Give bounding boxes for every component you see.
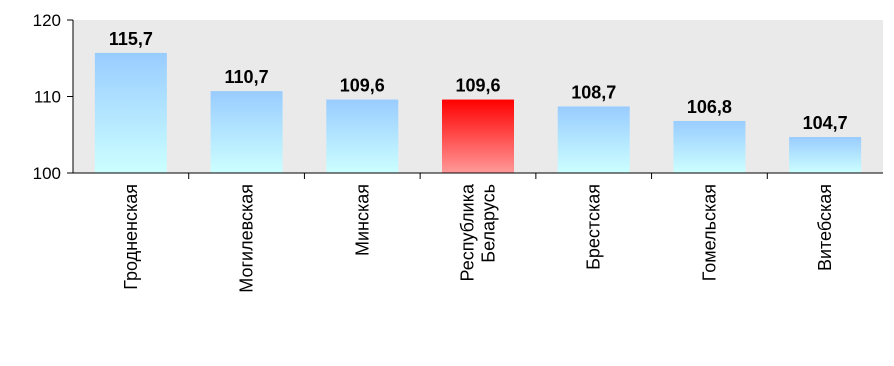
bar — [94, 52, 167, 173]
data-label: 110,7 — [225, 67, 269, 87]
x-tick-label: Брестская — [584, 184, 604, 270]
bar — [789, 137, 862, 173]
x-tick-label-line: Гомельская — [699, 184, 719, 281]
x-tick-label-line: Витебская — [815, 184, 835, 271]
x-tick-label: Минская — [352, 184, 372, 256]
data-label: 106,8 — [687, 97, 732, 117]
data-label: 109,6 — [340, 76, 385, 96]
x-tick-label: Витебская — [815, 184, 835, 271]
x-tick-label-line: Беларусь — [479, 184, 499, 263]
x-tick-label-line: Могилевская — [237, 184, 257, 293]
bar — [210, 91, 283, 173]
data-label: 108,7 — [571, 82, 616, 102]
data-label: 109,6 — [455, 76, 500, 96]
data-label: 115,7 — [109, 29, 153, 49]
bar — [673, 120, 746, 173]
x-tick-label-line: Минская — [352, 184, 372, 256]
y-tick-label: 120 — [33, 11, 61, 30]
x-tick-label-line: Брестская — [584, 184, 604, 270]
x-tick-label-line: Гродненская — [121, 184, 141, 290]
bar — [326, 99, 399, 173]
bar-highlight — [442, 99, 514, 173]
y-tick-label: 100 — [33, 164, 61, 183]
x-tick-label: Республика Беларусь — [458, 183, 499, 282]
bar — [557, 106, 630, 173]
x-tick-label: Гомельская — [699, 184, 719, 281]
x-tick-label: Могилевская — [237, 184, 257, 293]
x-tick-label-line: Республика — [458, 183, 478, 282]
x-tick-label: Гродненская — [121, 184, 141, 290]
data-label: 104,7 — [803, 113, 848, 133]
y-tick-label: 110 — [34, 88, 61, 107]
